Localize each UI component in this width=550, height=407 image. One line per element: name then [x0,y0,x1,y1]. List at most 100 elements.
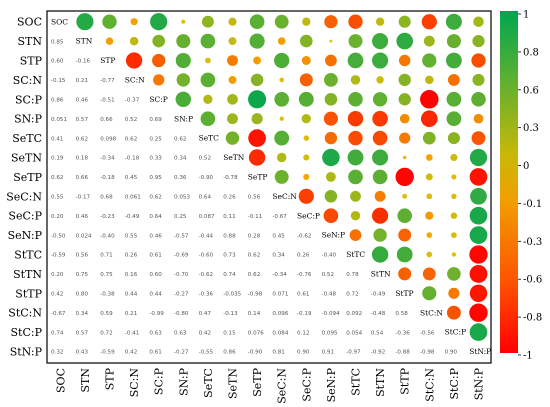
coefficient-label: -0.67 [51,311,66,317]
coefficient-label: 0.95 [149,175,162,181]
coefficient-label: 0.11 [223,214,236,220]
coefficient-label: 0.69 [149,117,162,123]
coefficient-label: -0.92 [371,350,385,356]
correlation-circle [451,193,457,199]
coefficient-label: -0.70 [174,272,189,278]
coefficient-label: -0.62 [199,272,213,278]
coefficient-label: -0.59 [51,253,66,259]
diagonal-label: StC:P [445,328,466,337]
coefficient-label: 0.32 [51,350,63,356]
coefficient-label: 0.57 [76,330,89,336]
row-labels: SOC STN STP SC:N SC:P SN:P SeTC SeTN SeTP SeC:N Se… [6,16,42,359]
column-label: SOC [54,368,67,393]
column-label: StN:P [473,367,486,400]
coefficient-label: 0.62 [76,136,88,142]
correlation-circle [420,90,439,109]
correlation-circle [348,92,363,107]
coefficient-label: 0.72 [100,330,112,336]
correlation-circle [398,267,412,281]
correlation-circle [469,206,488,225]
coefficient-label: -0.48 [371,311,386,317]
row-label: StN:P [10,346,43,359]
correlation-circle [446,305,461,320]
coefficient-label: 0.66 [100,117,113,123]
row-label: STP [20,55,43,68]
correlation-circle [175,52,191,69]
correlation-circle [469,284,488,303]
coefficient-label: -0.035 [223,292,241,298]
coefficient-label: 0.26 [223,195,236,201]
correlation-circle [426,232,433,238]
correlation-circle [472,35,485,48]
correlation-circle [450,212,458,219]
coefficient-label: -0.34 [272,272,287,278]
correlation-circle [76,13,94,31]
coefficient-label: -0.23 [100,214,115,220]
column-label: StC:N [423,368,436,402]
correlation-circle [276,152,287,163]
row-label: SeTC [12,132,42,145]
correlation-circle [347,110,364,127]
coefficient-label: 0.62 [174,136,186,142]
correlation-circle [150,13,168,31]
column-label: SC:N [128,368,141,398]
correlation-circle [473,16,484,27]
diagonal-label: StTP [395,289,413,298]
correlation-circle [450,153,458,162]
correlation-circle [374,190,386,202]
diagonal-label: SN:P [174,114,193,123]
row-label: StC:P [11,326,43,339]
coefficient-label: 0.42 [51,292,63,298]
coefficient-label: 0.098 [100,136,116,142]
colorbar-ticks: 1 0.8 0.6 0.3 0 -0.1 -0.3 -0.6 -0.8 -1 [518,10,542,362]
diagonal-label: StC:N [420,308,443,317]
correlation-circle [248,129,266,147]
coefficient-label: -0.49 [371,292,386,298]
matrix-cells: SOC 0.85 STN 0.60 -0.16 STP -0.15 0.21 -0.77 SC:N… [51,13,491,356]
coefficient-label: 0.095 [322,330,338,336]
coefficient-label: 0.74 [223,272,236,278]
coefficient-label: 0.88 [223,233,236,239]
coefficient-label: -0.18 [125,156,140,162]
coefficient-label: 0.45 [125,175,138,181]
coefficient-label: -0.69 [174,253,189,259]
correlation-circle [279,116,284,121]
colorbar-tick-label: 0.3 [523,123,539,134]
correlation-circle [402,155,407,160]
correlation-circle [372,110,388,127]
coefficient-label: 0.092 [346,311,362,317]
correlation-circle [105,37,114,45]
correlation-circle [349,229,362,241]
correlation-circle [396,246,413,263]
correlation-circle [347,52,364,69]
correlation-circle [201,15,214,28]
column-label: SeC:P [300,367,313,401]
column-label: STN [79,368,92,393]
correlation-circle [425,75,434,85]
correlation-circle [398,54,411,67]
coefficient-label: 0.62 [149,195,161,201]
correlation-circle [422,267,436,281]
coefficient-label: -0.98 [420,350,435,356]
correlation-circle [425,173,433,181]
coefficient-label: -0.98 [248,292,263,298]
coefficient-label: 0.56 [248,195,261,201]
column-labels: SOC STN STP SC:N SC:P SN:P SeTC SeTN SeTP SeC:N Se… [54,367,485,403]
column-label: StTC [350,368,363,396]
correlation-circle [470,187,487,205]
correlation-circle [348,130,363,146]
coefficient-label: 0.80 [76,292,89,298]
coefficient-label: 0.86 [223,350,236,356]
correlation-circle [152,53,166,68]
correlation-circle [399,113,410,124]
column-label: SeN:P [325,367,338,402]
row-label: SC:P [15,93,43,106]
correlation-circle [176,34,191,49]
coefficient-label: -0.19 [297,311,312,317]
correlation-circle [324,190,338,203]
correlation-circle [325,54,337,67]
coefficient-label: -0.44 [199,233,214,239]
column-label: SeC:N [276,368,289,404]
correlation-circle [422,131,436,145]
correlation-circle [426,251,433,258]
